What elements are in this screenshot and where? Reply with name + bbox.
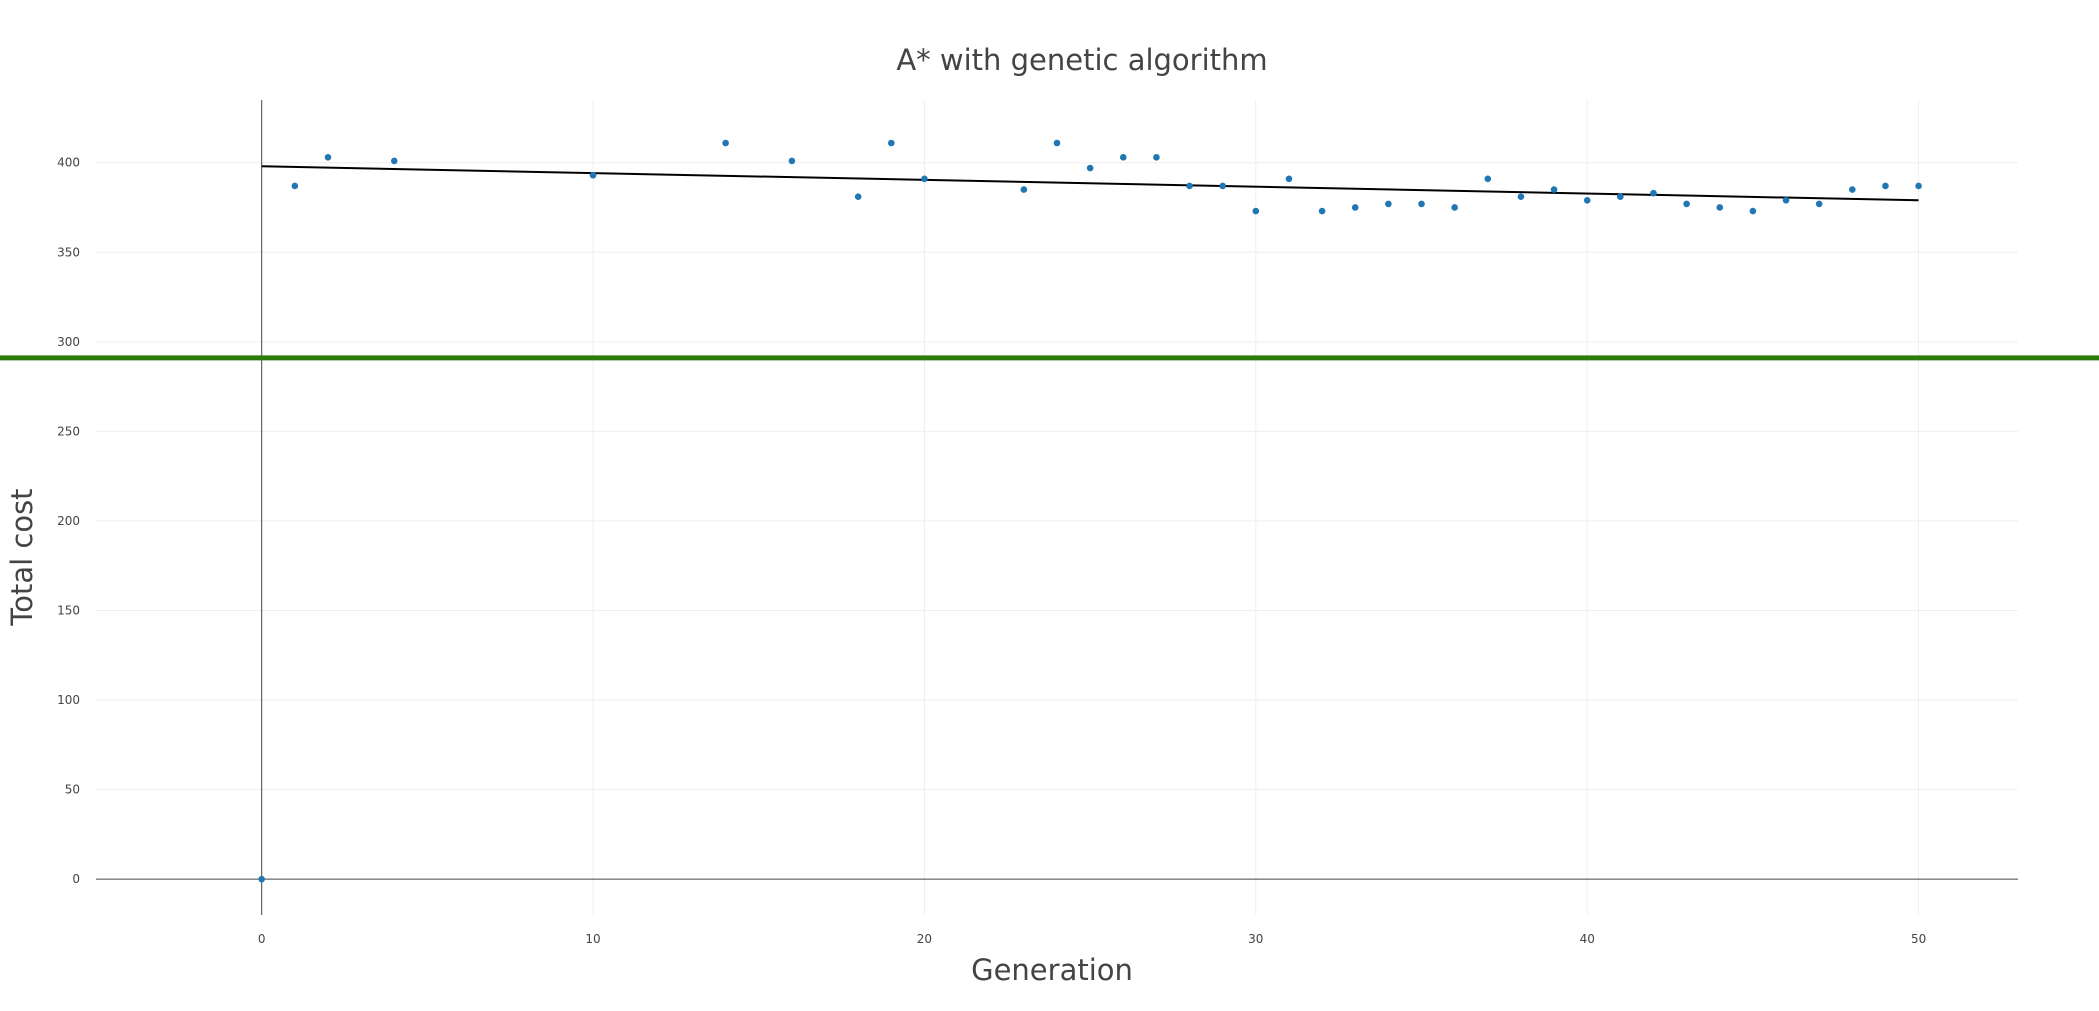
data-point [1749,207,1757,215]
y-tick-label: 300 [57,335,80,349]
data-point [1385,200,1392,208]
data-point [390,157,398,165]
data-point [1053,139,1061,147]
chart-title: A* with genetic algorithm [896,43,1267,77]
data-point [1815,200,1823,208]
data-point [921,175,928,183]
data-point [1683,200,1690,208]
data-point [589,171,597,179]
data-point [258,875,265,883]
x-axis-title: Generation [971,953,1133,987]
y-tick-label: 200 [57,514,80,528]
data-point [1086,164,1094,172]
x-tick-label: 0 [258,932,266,946]
x-tick-label: 40 [1580,932,1595,946]
y-tick-label: 100 [57,693,80,707]
data-point [854,193,862,201]
data-points [258,139,1922,883]
data-point [1650,189,1657,197]
data-point [1020,186,1028,193]
grid-layer [96,100,2018,915]
data-point [1915,182,1922,190]
trendline-layer [261,165,1919,202]
y-tick-label: 0 [72,872,80,886]
data-point [1351,204,1359,211]
data-point [324,154,332,161]
data-point [1219,182,1226,190]
data-point [888,139,895,147]
data-point [1517,193,1525,201]
data-point [1186,182,1193,190]
data-point [1617,193,1624,201]
trendline [261,165,1919,202]
data-point [1318,207,1326,215]
data-point [1550,186,1558,193]
y-tick-label: 350 [57,245,80,259]
data-point [1418,200,1425,208]
x-tick-label: 30 [1248,932,1263,946]
y-tick-label: 150 [57,603,80,617]
data-point [1285,175,1293,183]
data-point [1849,186,1856,193]
data-point [1716,204,1724,211]
data-point [1882,182,1889,190]
data-point [1583,197,1591,204]
y-axis-title: Total cost [5,488,39,626]
x-tick-label: 50 [1911,932,1926,946]
y-tick-label: 400 [57,156,80,170]
data-point [1252,207,1260,215]
tick-labels: 0 10 20 30 40 50 0 50 100 150 200 250 300 350 400 [57,156,1926,946]
data-point [1119,154,1127,161]
data-point [1153,154,1160,161]
axis-layer [96,100,2018,915]
data-point [291,182,299,190]
y-tick-label: 50 [65,783,80,797]
data-point [788,157,796,165]
y-tick-label: 250 [57,424,80,438]
data-point [1484,175,1492,183]
data-point [722,139,729,147]
x-tick-label: 20 [917,932,932,946]
data-point [1451,204,1458,211]
data-point [1782,197,1790,204]
x-tick-label: 10 [585,932,600,946]
